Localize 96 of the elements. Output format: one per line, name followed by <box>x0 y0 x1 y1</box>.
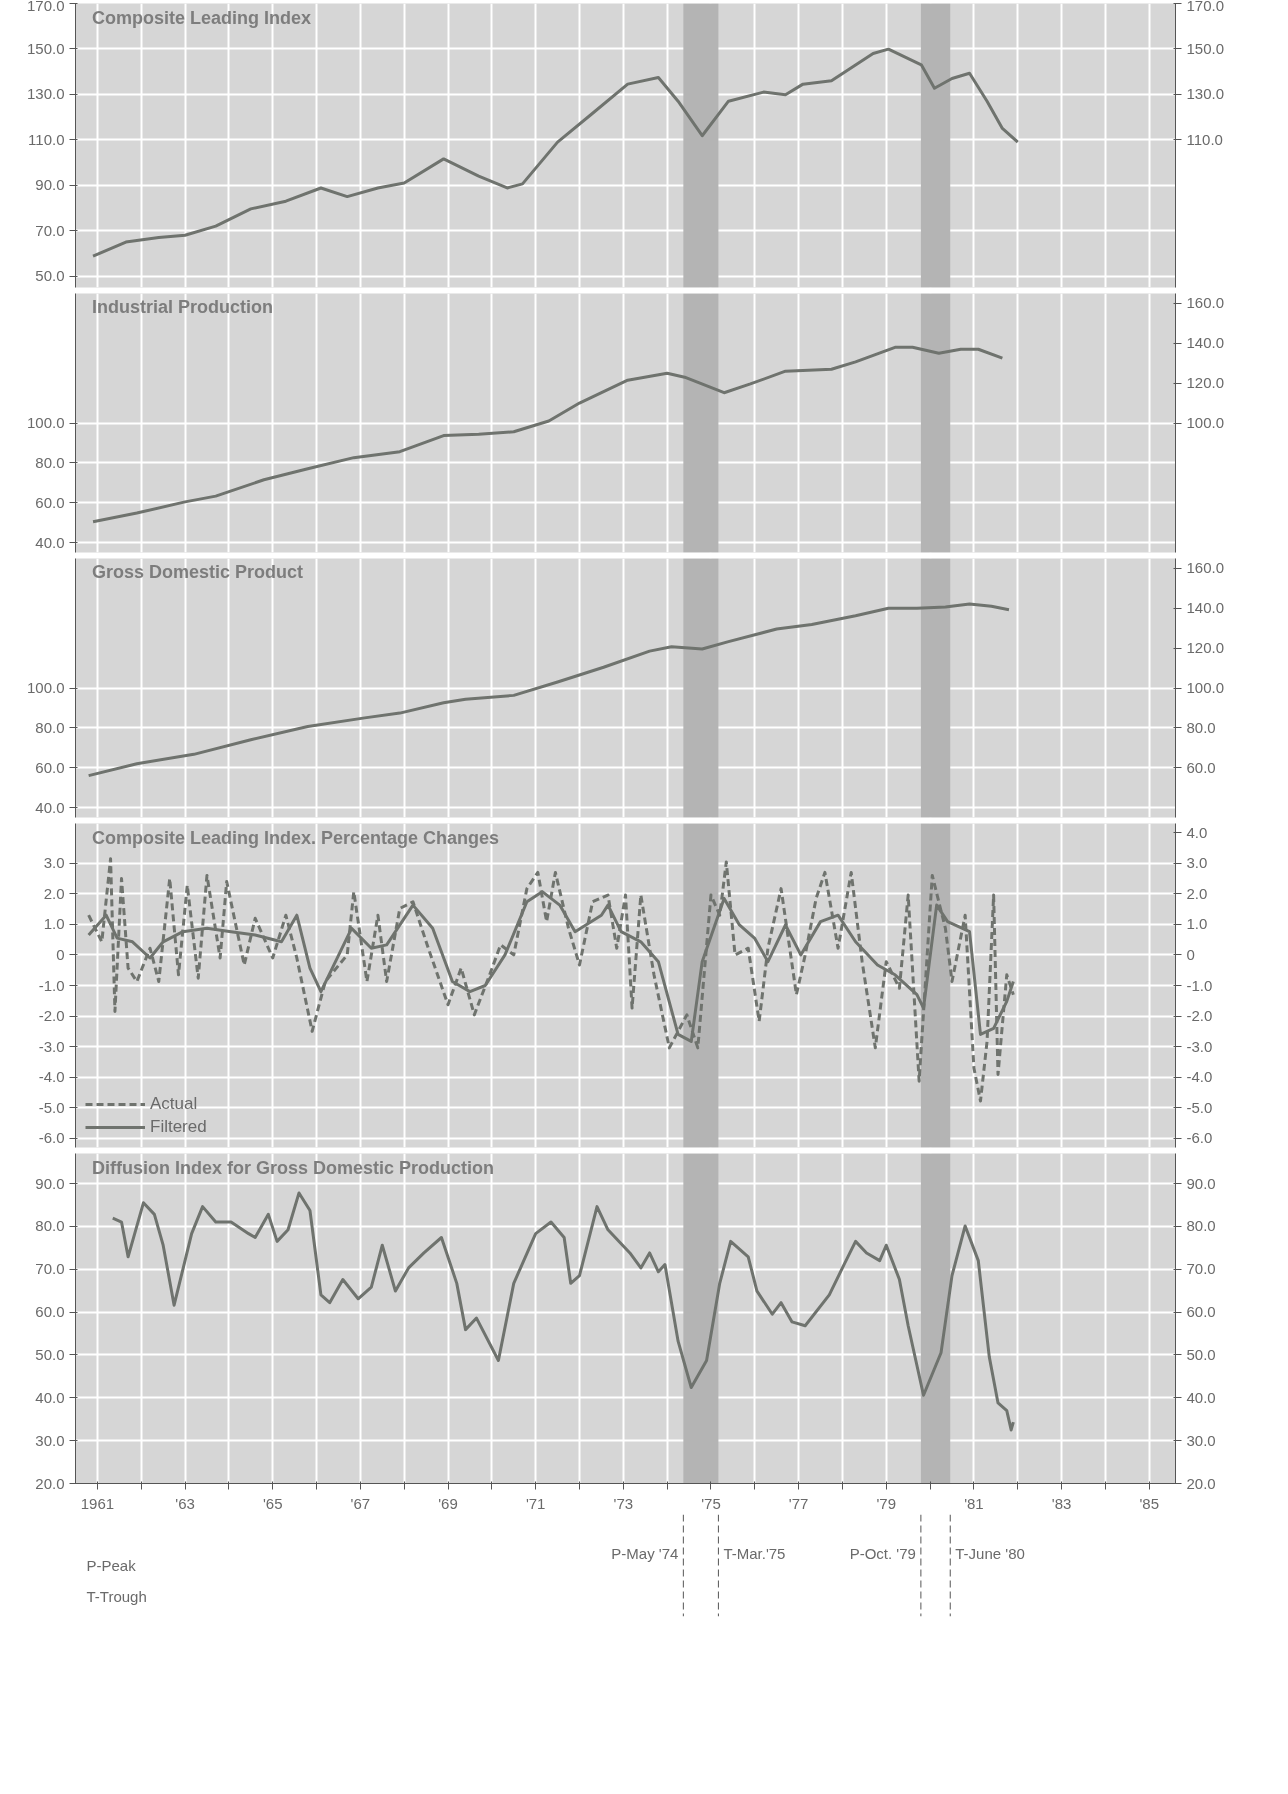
x-tick-label: '85 <box>1139 1494 1159 1512</box>
y2-tick-label: 50.0 <box>1186 1345 1216 1363</box>
y-tick-label: 0 <box>56 945 65 963</box>
y-tick-label: -5.0 <box>38 1098 65 1116</box>
y2-tick-label: -4.0 <box>1186 1068 1213 1086</box>
y2-tick-label: 4.0 <box>1186 823 1208 841</box>
y2-tick-label: 120.0 <box>1186 639 1225 657</box>
ref-line-label: P-Oct. '79 <box>849 1544 916 1562</box>
y2-tick-label: 130.0 <box>1186 85 1225 103</box>
y-tick-label: -2.0 <box>38 1007 65 1025</box>
y2-tick-label: 80.0 <box>1186 1217 1216 1235</box>
legend-label: Actual <box>150 1094 198 1114</box>
y-tick-label: 130.0 <box>26 85 65 103</box>
x-tick-label: '79 <box>876 1494 897 1512</box>
line-series <box>91 47 1020 258</box>
y2-tick-label: 140.0 <box>1186 599 1225 617</box>
y-tick-label: 100.0 <box>26 679 65 696</box>
y2-tick-label: 90.0 <box>1186 1174 1216 1192</box>
y-tick-label: 70.0 <box>35 221 65 239</box>
y-tick-label: 50.0 <box>35 267 65 285</box>
y-tick-label: 60.0 <box>35 493 65 511</box>
x-tick-label: '77 <box>788 1494 809 1512</box>
y2-tick-label: 0 <box>1186 945 1195 963</box>
y2-tick-label: 3.0 <box>1186 854 1208 872</box>
x-tick-label: '65 <box>262 1494 283 1512</box>
legend-label: Filtered <box>150 1117 207 1137</box>
y2-tick-label: 70.0 <box>1186 1260 1216 1278</box>
y-tick-label: 1.0 <box>43 915 65 933</box>
y2-tick-label: 60.0 <box>1186 1303 1216 1321</box>
y-tick-label: 60.0 <box>35 1303 65 1321</box>
line-series <box>87 602 1011 778</box>
y2-tick-label: 140.0 <box>1186 334 1225 352</box>
y-tick-label: 3.0 <box>43 854 65 872</box>
y-tick-label: 70.0 <box>35 1260 65 1278</box>
chart-title: Composite Leading Index <box>92 7 312 28</box>
x-tick-label: '67 <box>350 1494 371 1512</box>
y-tick-label: -3.0 <box>38 1037 65 1055</box>
y2-tick-label: 40.0 <box>1186 1388 1216 1406</box>
y-tick-label: 170.0 <box>26 0 65 14</box>
y-tick-label: 30.0 <box>35 1431 65 1449</box>
y2-tick-label: 1.0 <box>1186 915 1208 933</box>
y-tick-label: 2.0 <box>43 884 65 902</box>
y2-tick-label: -5.0 <box>1186 1098 1213 1116</box>
chart-title: Composite Leading Index. Percentage Changes <box>92 828 500 849</box>
y2-tick-label: -2.0 <box>1186 1007 1213 1025</box>
y2-tick-label: 20.0 <box>1186 1474 1216 1492</box>
x-tick-label: '71 <box>525 1494 546 1512</box>
x-tick-label: '83 <box>1051 1494 1072 1512</box>
ref-line-label: T-Mar.'75 <box>723 1544 786 1562</box>
x-tick-label: '63 <box>175 1494 195 1512</box>
y-tick-label: -6.0 <box>38 1129 65 1147</box>
text: T-Trough <box>86 1587 147 1605</box>
y-tick-label: 60.0 <box>35 758 65 776</box>
y-tick-label: 40.0 <box>35 533 65 551</box>
y2-tick-label: 60.0 <box>1186 758 1216 776</box>
x-tick-label: '75 <box>701 1494 721 1512</box>
y2-tick-label: -3.0 <box>1186 1037 1213 1055</box>
y-tick-label: 40.0 <box>35 1388 65 1406</box>
y2-tick-label: -6.0 <box>1186 1129 1213 1147</box>
y-tick-label: 80.0 <box>35 1217 65 1235</box>
chart-title: Industrial Production <box>92 297 274 318</box>
chart-title: Gross Domestic Product <box>92 562 304 583</box>
chart-title: Diffusion Index for Gross Domestic Production <box>92 1158 495 1179</box>
y-tick-label: 80.0 <box>35 453 65 471</box>
y-tick-label: -1.0 <box>38 976 65 994</box>
ref-line-label: P-May '74 <box>611 1544 679 1562</box>
y2-tick-label: 160.0 <box>1186 559 1225 577</box>
y2-tick-label: 100.0 <box>1186 679 1225 696</box>
y2-tick-label: 160.0 <box>1186 294 1225 312</box>
x-tick-label: '73 <box>613 1494 634 1512</box>
y2-tick-label: 150.0 <box>1186 39 1225 57</box>
y2-tick-label: -1.0 <box>1186 976 1213 994</box>
y-tick-label: 20.0 <box>35 1474 65 1492</box>
line-series <box>111 1191 1015 1432</box>
y2-tick-label: 100.0 <box>1186 414 1225 431</box>
y-tick-label: -4.0 <box>38 1068 65 1086</box>
line-series <box>91 345 1004 524</box>
y2-tick-label: 120.0 <box>1186 374 1225 392</box>
x-tick-label: 1961 <box>80 1494 115 1512</box>
y-tick-label: 50.0 <box>35 1345 65 1363</box>
y-tick-label: 100.0 <box>26 414 65 431</box>
y-tick-label: 40.0 <box>35 798 65 816</box>
y-tick-label: 90.0 <box>35 1174 65 1192</box>
y2-tick-label: 80.0 <box>1186 718 1216 736</box>
y2-tick-label: 110.0 <box>1186 130 1223 148</box>
y-tick-label: 80.0 <box>35 718 65 736</box>
y2-tick-label: 2.0 <box>1186 884 1208 902</box>
y-tick-label: 90.0 <box>35 176 65 194</box>
x-tick-label: '81 <box>964 1494 984 1512</box>
ref-line-label: T-June '80 <box>955 1544 1025 1562</box>
text: P-Peak <box>86 1557 137 1574</box>
y-tick-label: 150.0 <box>26 39 65 57</box>
y-tick-label: 110.0 <box>28 130 65 148</box>
x-tick-label: '69 <box>438 1494 458 1512</box>
y2-tick-label: 30.0 <box>1186 1431 1216 1449</box>
y2-tick-label: 170.0 <box>1186 0 1225 14</box>
